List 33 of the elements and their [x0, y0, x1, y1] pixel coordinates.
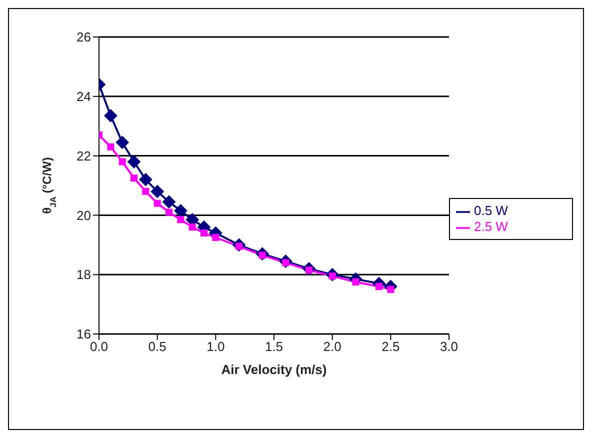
- legend-label: 0.5 W: [474, 203, 508, 218]
- x-axis-title: Air Velocity (m/s): [221, 362, 327, 377]
- point: [188, 224, 196, 231]
- legend-label: 2.5 W: [474, 219, 508, 234]
- x-tick-label: 0.5: [148, 339, 166, 354]
- point: [130, 174, 138, 182]
- point: [162, 195, 176, 208]
- point: [107, 143, 114, 150]
- x-tick-label: 2.0: [323, 339, 342, 354]
- point: [142, 188, 150, 195]
- point: [154, 200, 161, 207]
- point: [116, 136, 129, 149]
- y-tick-label: 16: [76, 326, 91, 342]
- point: [150, 184, 164, 198]
- point: [174, 204, 188, 218]
- point: [166, 208, 172, 216]
- y-tick-label: 24: [76, 89, 91, 104]
- y-tick-label: 18: [76, 267, 91, 282]
- x-tick-label: 1.5: [264, 339, 284, 354]
- x-tick-label: 1.0: [206, 339, 225, 354]
- point: [104, 109, 118, 122]
- point: [177, 216, 184, 224]
- y-tick-label: 26: [76, 30, 91, 45]
- point: [212, 234, 220, 241]
- x-tick-label: 0.0: [90, 339, 108, 354]
- y-tick-label: 20: [76, 208, 91, 223]
- x-tick-label: 2.5: [382, 339, 400, 354]
- point: [128, 155, 140, 168]
- point: [139, 173, 152, 186]
- point: [200, 230, 208, 237]
- y-tick-label: 22: [76, 148, 91, 164]
- x-tick-label: 3.0: [440, 339, 458, 354]
- point: [118, 158, 126, 166]
